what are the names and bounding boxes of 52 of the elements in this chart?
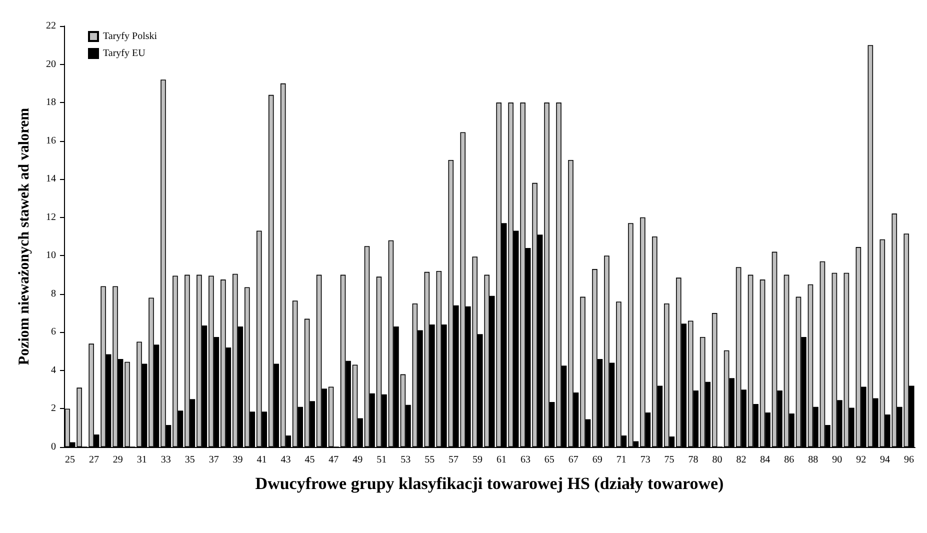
x-tick-label: 67 — [568, 454, 578, 466]
x-tick-label: 55 — [424, 454, 435, 466]
x-tick-label: 33 — [160, 454, 171, 466]
x-tick-label: 61 — [496, 454, 506, 466]
y-tick-label: 4 — [51, 364, 56, 376]
x-tick-label: 63 — [520, 454, 530, 466]
y-tick-label: 18 — [46, 97, 56, 108]
x-tick-label: 37 — [208, 454, 219, 466]
y-axis-title: Poziom nieważonych stawek ad valorem — [16, 107, 32, 366]
y-tick-label: 16 — [46, 135, 56, 146]
x-tick-label: 90 — [832, 454, 842, 466]
x-tick-label: 27 — [88, 454, 99, 466]
x-tick-label: 69 — [592, 454, 602, 466]
x-tick-label: 94 — [880, 454, 890, 466]
y-tick-label: 20 — [46, 58, 56, 70]
x-tick-label: 84 — [760, 454, 770, 466]
y-tick-label: 10 — [46, 250, 56, 262]
x-tick-label: 35 — [184, 454, 195, 466]
x-tick-label: 25 — [64, 454, 75, 466]
x-tick-label: 57 — [448, 454, 459, 466]
legend-label: Taryfy EU — [103, 48, 146, 59]
y-tick-label: 22 — [46, 20, 56, 32]
x-tick-label: 59 — [472, 454, 483, 466]
legend-label: Taryfy Polski — [103, 31, 158, 42]
x-tick-label: 80 — [712, 454, 722, 466]
x-tick-label: 45 — [304, 454, 315, 466]
y-tick-label: 6 — [51, 326, 56, 338]
x-tick-label: 47 — [328, 454, 339, 466]
x-axis-title: Dwucyfrowe grupy klasyfikacji towarowej HS (działy towarowe) — [255, 474, 724, 493]
x-tick-label: 65 — [544, 454, 554, 466]
x-tick-label: 86 — [784, 454, 794, 466]
y-tick-label: 2 — [51, 403, 56, 414]
x-tick-label: 71 — [616, 454, 626, 466]
y-tick-label: 0 — [51, 442, 56, 452]
x-tick-label: 43 — [280, 454, 291, 466]
x-tick-label: 39 — [232, 454, 243, 466]
x-tick-label: 29 — [112, 454, 123, 466]
x-tick-label: 31 — [136, 454, 147, 466]
x-tick-label: 49 — [352, 454, 363, 466]
x-tick-label: 51 — [376, 454, 387, 466]
x-tick-label: 88 — [808, 454, 818, 466]
x-tick-label: 82 — [736, 454, 746, 466]
x-tick-label: 73 — [640, 454, 650, 466]
x-tick-label: 41 — [256, 454, 267, 466]
x-tick-label: 53 — [400, 454, 411, 466]
x-tick-label: 75 — [664, 454, 674, 466]
y-tick-label: 14 — [46, 174, 56, 185]
y-tick-label: 12 — [46, 212, 56, 223]
x-tick-label: 96 — [904, 454, 914, 466]
x-tick-label: 78 — [688, 454, 698, 466]
y-tick-label: 8 — [51, 288, 56, 300]
x-tick-label: 92 — [856, 454, 866, 466]
